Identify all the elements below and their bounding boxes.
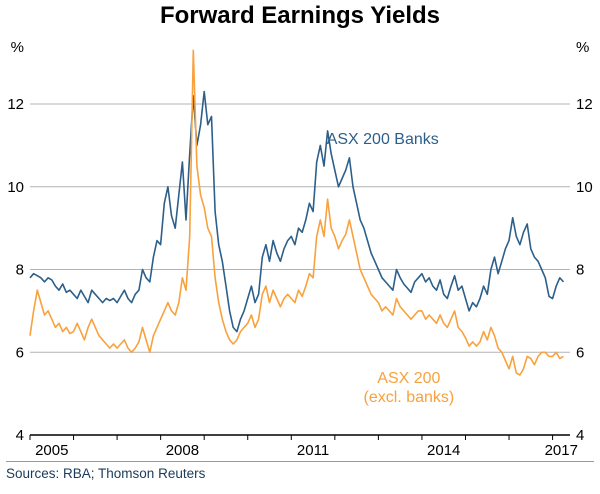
x-tick-label: 2011 [297, 442, 329, 459]
y-tick-label-right: 8 [576, 262, 584, 279]
series-label-asx-200: ASX 200 [377, 370, 440, 387]
y-tick-label-right: 10 [576, 179, 593, 196]
y-tick-label-left: 8 [16, 262, 24, 279]
y-tick-label-left: 4 [16, 427, 24, 444]
series-line-asx-200-excl-banks [29, 49, 564, 376]
sources-note: Sources: RBA; Thomson Reuters [6, 461, 594, 481]
y-tick-label-left: 10 [7, 179, 24, 196]
percent-symbol-right: % [576, 39, 589, 56]
series-line-asx-200-banks [29, 90, 565, 333]
y-tick-label-right: 4 [576, 427, 584, 444]
x-tick-label: 2005 [35, 442, 68, 459]
y-tick-label-left: 6 [16, 344, 24, 361]
x-tick-label: 2017 [545, 442, 578, 459]
y-tick-label-right: 12 [576, 96, 593, 113]
x-tick-label: 2008 [166, 442, 199, 459]
series-label-excl-banks: (excl. banks) [364, 389, 455, 406]
percent-symbol-left: % [11, 39, 24, 56]
y-tick-label-right: 6 [576, 344, 584, 361]
chart-title: Forward Earnings Yields [159, 2, 441, 29]
x-tick-label: 2014 [427, 442, 460, 459]
y-tick-label-left: 12 [7, 96, 24, 113]
series-label-asx-200-banks: ASX 200 Banks [327, 131, 439, 148]
